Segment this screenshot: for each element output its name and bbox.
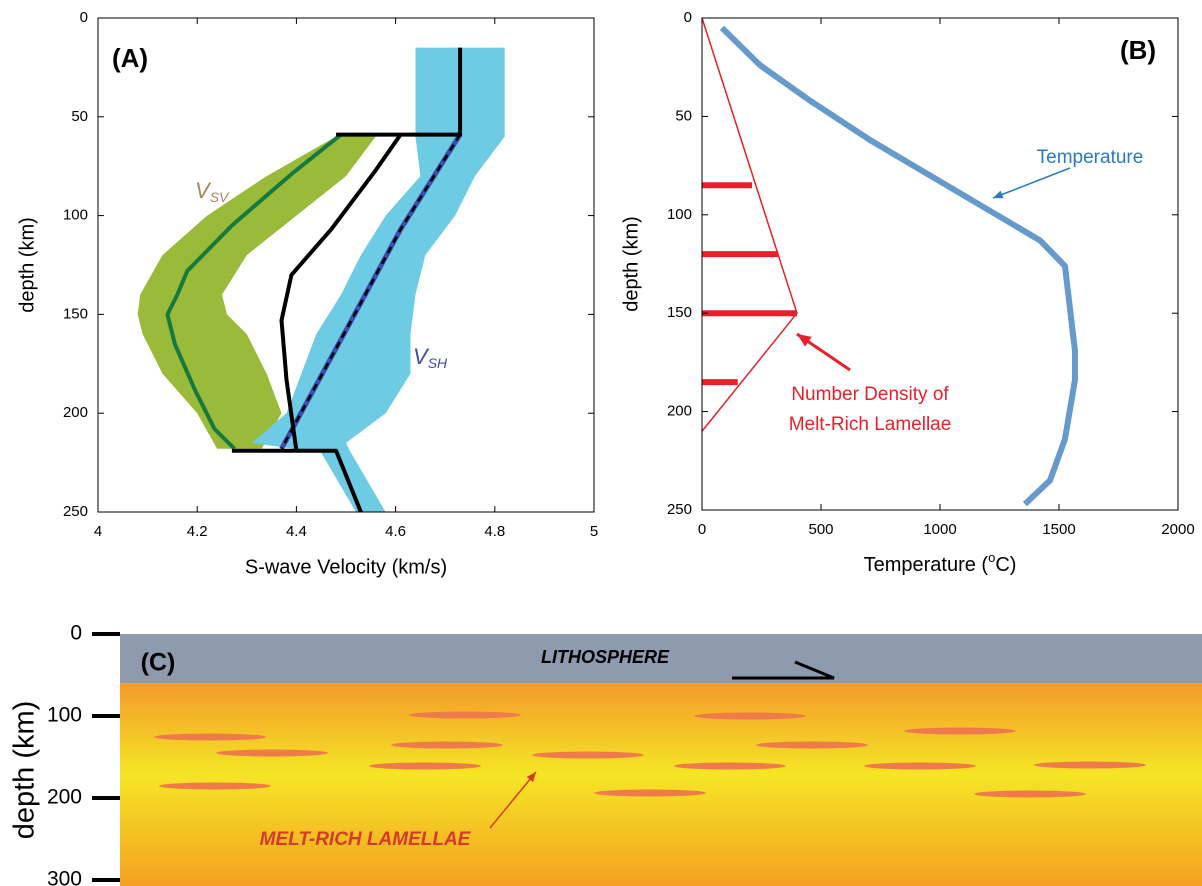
y-tick-label: 100 bbox=[667, 206, 692, 223]
figure: 44.24.44.64.85050100150200250S-wave Velo… bbox=[0, 0, 1202, 886]
lithosphere-label: LITHOSPHERE bbox=[541, 647, 670, 667]
y-tick-label: 100 bbox=[63, 207, 88, 224]
annotation: Melt-Rich Lamellae bbox=[789, 414, 952, 435]
panel-label: (C) bbox=[141, 649, 176, 677]
x-tick-label: 5 bbox=[590, 523, 598, 540]
x-axis-label-part: o bbox=[988, 550, 995, 565]
lamella bbox=[532, 752, 644, 759]
y-tick-label: 0 bbox=[70, 622, 82, 645]
y-tick-label: 250 bbox=[667, 501, 692, 518]
y-axis-label: depth (km) bbox=[620, 216, 642, 312]
lamella bbox=[154, 734, 266, 741]
arrow-head bbox=[993, 191, 1003, 199]
annotation: Number Density of bbox=[791, 384, 949, 405]
lamella bbox=[1034, 762, 1146, 769]
panel-label: (B) bbox=[1120, 35, 1156, 65]
y-tick-label: 250 bbox=[63, 503, 88, 520]
annotation: VSH bbox=[413, 344, 448, 371]
y-tick-label: 0 bbox=[684, 9, 692, 26]
lamella bbox=[594, 790, 706, 797]
x-tick-label: 4.4 bbox=[286, 523, 307, 540]
y-tick-label: 200 bbox=[63, 404, 88, 421]
lamella bbox=[974, 791, 1086, 798]
lamellae-label: MELT-RICH LAMELLAE bbox=[260, 829, 472, 850]
lamella bbox=[694, 713, 806, 720]
lamella bbox=[904, 728, 1016, 735]
panel-label: (A) bbox=[112, 43, 148, 73]
plot-frame bbox=[702, 18, 1178, 510]
y-tick-label: 50 bbox=[71, 108, 88, 125]
x-tick-label: 4 bbox=[94, 523, 102, 540]
x-tick-label: 1500 bbox=[1042, 521, 1075, 538]
lamella bbox=[216, 750, 328, 757]
x-tick-label: 2000 bbox=[1161, 521, 1194, 538]
x-axis-label-part: C) bbox=[995, 554, 1016, 576]
lamella bbox=[391, 742, 503, 749]
y-axis-label: depth (km) bbox=[9, 701, 41, 840]
lamella bbox=[159, 783, 271, 790]
x-tick-label: 1000 bbox=[923, 521, 956, 538]
x-tick-label: 0 bbox=[698, 521, 706, 538]
lamella bbox=[864, 763, 976, 770]
lamella bbox=[674, 763, 786, 770]
x-axis-label: S-wave Velocity (km/s) bbox=[245, 556, 447, 578]
x-tick-label: 500 bbox=[808, 521, 833, 538]
x-tick-label: 4.8 bbox=[484, 523, 505, 540]
y-tick-label: 150 bbox=[667, 304, 692, 321]
arrow-head bbox=[797, 334, 812, 347]
lamella bbox=[369, 763, 481, 770]
annotation-sub: SV bbox=[210, 189, 230, 205]
x-axis-label: Temperature (oC) bbox=[864, 550, 1017, 576]
y-tick-label: 200 bbox=[667, 403, 692, 420]
x-axis-label-part: Temperature ( bbox=[864, 554, 989, 576]
y-tick-label: 200 bbox=[47, 786, 82, 809]
y-tick-label: 300 bbox=[47, 868, 82, 886]
y-tick-label: 100 bbox=[47, 704, 82, 727]
y-tick-label: 50 bbox=[675, 107, 692, 124]
lamella bbox=[409, 712, 521, 719]
mantle bbox=[120, 683, 1202, 886]
y-tick-label: 0 bbox=[80, 9, 88, 26]
x-tick-label: 4.2 bbox=[187, 523, 208, 540]
annotation: Temperature bbox=[1037, 147, 1144, 168]
x-tick-label: 4.6 bbox=[385, 523, 406, 540]
lamella bbox=[756, 742, 868, 749]
annotation: VSV bbox=[195, 178, 230, 205]
arrow-shaft bbox=[993, 168, 1070, 198]
annotation-sub: SH bbox=[428, 355, 448, 371]
y-axis-label: depth (km) bbox=[16, 217, 38, 313]
y-tick-label: 150 bbox=[63, 305, 88, 322]
